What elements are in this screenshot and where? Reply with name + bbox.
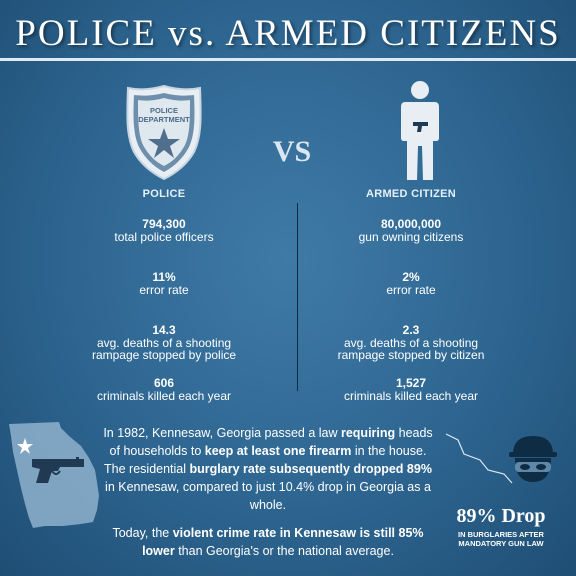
stat-value: 2% bbox=[402, 270, 420, 284]
stat-description: error rate bbox=[139, 283, 189, 297]
stat-description: rampage stopped by citizen bbox=[337, 348, 485, 362]
svg-text:DEPARTMENT: DEPARTMENT bbox=[138, 115, 190, 124]
stat-value: 11% bbox=[152, 270, 176, 284]
pistol-icon bbox=[32, 457, 84, 483]
text-run: in Kennesaw, compared to just 10.4% drop… bbox=[105, 480, 431, 512]
burglar-icon bbox=[509, 436, 557, 482]
citizen-stat-rampage-deaths: 2.3 avg. deaths of a shooting rampage st… bbox=[296, 324, 526, 377]
stat-description: total police officers bbox=[114, 230, 214, 244]
stat-value: 80,000,000 bbox=[380, 217, 442, 231]
svg-text:POLICE: POLICE bbox=[150, 106, 178, 115]
citizen-stat-error-rate: 2% error rate bbox=[296, 271, 526, 324]
drop-headline: 89% Drop bbox=[456, 505, 546, 527]
drop-trend-line-icon bbox=[445, 433, 513, 484]
police-badge-icon: POLICE DEPARTMENT bbox=[126, 84, 202, 180]
armed-person-icon bbox=[401, 81, 439, 180]
citizen-column: ARMED CITIZEN 80,000,000 gun owning citi… bbox=[296, 188, 526, 430]
stat-value: 794,300 bbox=[142, 217, 186, 231]
title-divider bbox=[0, 58, 576, 61]
police-stat-error-rate: 11% error rate bbox=[49, 271, 279, 324]
text-run: Today, the bbox=[112, 526, 173, 540]
kennesaw-paragraph-2: Today, the violent crime rate in Kennesa… bbox=[98, 524, 438, 560]
citizen-heading: ARMED CITIZEN bbox=[365, 188, 457, 200]
column-divider bbox=[297, 203, 298, 391]
citizen-stat-gun-owners: 80,000,000 gun owning citizens bbox=[296, 218, 526, 271]
page-title: POLICE vs. ARMED CITIZENS bbox=[15, 13, 561, 54]
stat-value: 2.3 bbox=[402, 323, 420, 337]
police-stat-officers: 794,300 total police officers bbox=[49, 218, 279, 271]
stat-value: 14.3 bbox=[152, 323, 176, 337]
drop-subtitle: IN BURGLARIES AFTER MANDATORY GUN LAW bbox=[436, 530, 566, 548]
stat-description: rampage stopped by police bbox=[91, 348, 237, 362]
stat-description: avg. deaths of a shooting bbox=[96, 336, 232, 350]
stat-description: criminals killed each year bbox=[96, 389, 232, 403]
stat-description: criminals killed each year bbox=[343, 389, 479, 403]
police-column: POLICE 794,300 total police officers 11%… bbox=[49, 188, 279, 430]
kennesaw-paragraph-1: In 1982, Kennesaw, Georgia passed a law … bbox=[98, 424, 438, 514]
text-run: in the house. The residential bbox=[104, 444, 427, 476]
citizen-stat-criminals-killed: 1,527 criminals killed each year bbox=[296, 377, 526, 430]
stat-description: gun owning citizens bbox=[358, 230, 464, 244]
text-run-bold: violent crime rate in Kennesaw is still … bbox=[142, 526, 424, 558]
stat-value: 1,527 bbox=[395, 376, 427, 390]
text-run-bold: keep at least one firearm bbox=[204, 444, 352, 458]
drop-subtitle-line: MANDATORY GUN LAW bbox=[458, 539, 544, 548]
text-run: In 1982, Kennesaw, Georgia passed a law bbox=[103, 426, 341, 440]
georgia-map-icon bbox=[9, 422, 99, 528]
vs-label: VS bbox=[272, 135, 312, 168]
stat-description: error rate bbox=[386, 283, 436, 297]
stat-description: avg. deaths of a shooting bbox=[343, 336, 479, 350]
police-stat-criminals-killed: 606 criminals killed each year bbox=[49, 377, 279, 430]
police-heading: POLICE bbox=[142, 188, 186, 200]
police-stat-rampage-deaths: 14.3 avg. deaths of a shooting rampage s… bbox=[49, 324, 279, 377]
stat-value: 606 bbox=[153, 376, 175, 390]
kennesaw-text: In 1982, Kennesaw, Georgia passed a law … bbox=[98, 424, 438, 560]
text-run-bold: burglary rate subsequently dropped 89% bbox=[189, 462, 432, 476]
text-run-bold: requiring bbox=[340, 426, 396, 440]
drop-subtitle-line: IN BURGLARIES AFTER bbox=[458, 530, 544, 539]
text-run: than Georgia's or the national average. bbox=[174, 544, 394, 558]
text-run: heads of households to bbox=[109, 426, 433, 458]
